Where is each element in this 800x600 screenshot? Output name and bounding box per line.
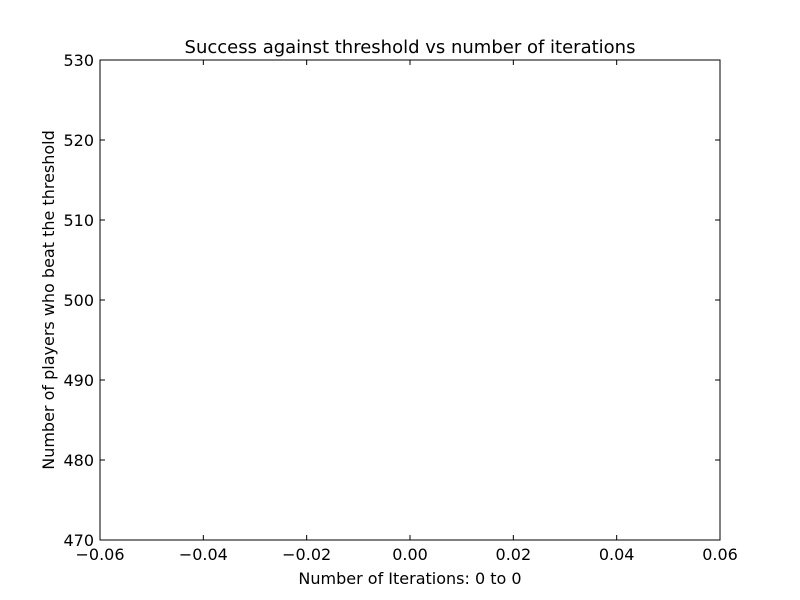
- x-tick-label: 0.00: [392, 545, 428, 564]
- x-tick-label: 0.06: [702, 545, 738, 564]
- x-tick-label: −0.02: [282, 545, 331, 564]
- x-tick-label: 0.02: [496, 545, 532, 564]
- plot-area: [99, 59, 721, 541]
- y-tick-label: 520: [63, 131, 94, 150]
- x-axis-ticks: −0.06 −0.04 −0.02 0.00 0.02 0.04 0.06: [75, 60, 738, 564]
- y-tick-label: 470: [63, 531, 94, 550]
- y-tick-label: 500: [63, 291, 94, 310]
- x-axis-label: Number of Iterations: 0 to 0: [298, 569, 521, 588]
- y-tick-label: 510: [63, 211, 94, 230]
- x-tick-label: −0.06: [75, 545, 124, 564]
- y-axis-ticks: 470 480 490 500 510 520 530: [63, 51, 720, 550]
- y-tick-label: 530: [63, 51, 94, 70]
- chart-title: Success against threshold vs number of i…: [185, 37, 636, 58]
- y-tick-label: 480: [63, 451, 94, 470]
- x-tick-label: 0.04: [599, 545, 635, 564]
- y-tick-label: 490: [63, 371, 94, 390]
- x-tick-label: −0.04: [179, 545, 228, 564]
- y-axis-label: Number of players who beat the threshold: [39, 130, 58, 470]
